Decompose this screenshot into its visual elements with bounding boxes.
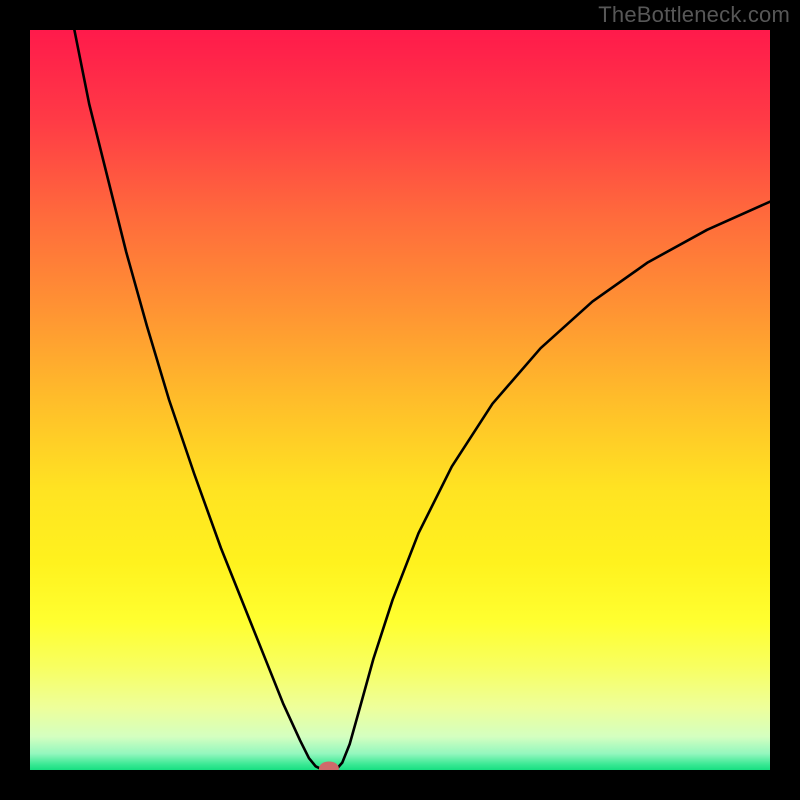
watermark-text: TheBottleneck.com [598, 2, 790, 28]
plot-area [30, 30, 770, 770]
gradient-background [30, 30, 770, 770]
plot-svg [30, 30, 770, 770]
outer-frame: TheBottleneck.com [0, 0, 800, 800]
